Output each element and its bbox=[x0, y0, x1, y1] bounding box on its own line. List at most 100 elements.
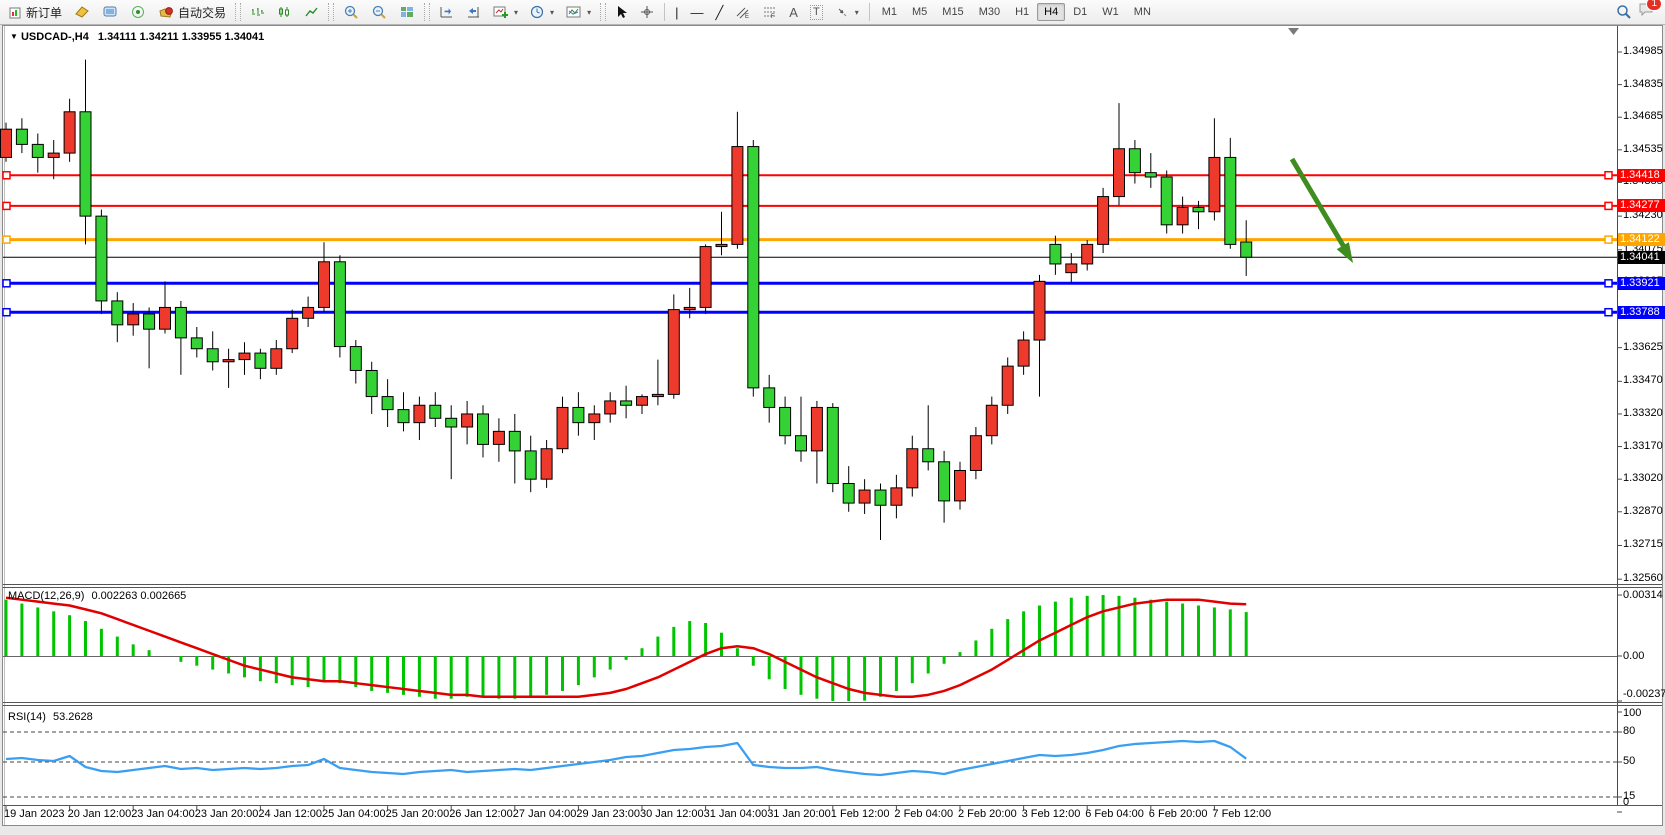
candle bbox=[556, 406, 569, 450]
price-tick-label: 1.32870 bbox=[1623, 504, 1663, 517]
price-line-badge: 1.34418 bbox=[1618, 168, 1665, 182]
timeframe-button-h4[interactable]: H4 bbox=[1037, 3, 1066, 21]
candle bbox=[1049, 243, 1062, 265]
timeframe-button-d1[interactable]: D1 bbox=[1073, 6, 1088, 18]
rsi-header: RSI(14) 53.2628 bbox=[8, 711, 93, 723]
toolbar-grip bbox=[328, 3, 335, 21]
market-watch-button[interactable] bbox=[97, 1, 123, 24]
date-tick-label: 31 Jan 04:00 bbox=[703, 808, 768, 820]
date-tick-label: 20 Jan 12:00 bbox=[67, 808, 132, 820]
candle bbox=[667, 309, 680, 395]
timeframe-button-m1[interactable]: M1 bbox=[881, 6, 897, 18]
dropdown-caret-icon: ▾ bbox=[550, 7, 555, 17]
history-center-button[interactable] bbox=[69, 1, 95, 24]
template-dropdown[interactable]: ▾ bbox=[561, 1, 596, 24]
vertical-line-tool[interactable]: | bbox=[670, 1, 683, 24]
price-tick-label: 1.33320 bbox=[1623, 406, 1663, 419]
channel-tool[interactable]: E bbox=[730, 1, 755, 24]
rsi-line bbox=[5, 739, 1247, 777]
candle bbox=[111, 300, 124, 326]
macd-name: MACD(12,26,9) bbox=[8, 590, 85, 602]
tile-windows-button[interactable] bbox=[394, 1, 420, 24]
timeframe-button-m15[interactable]: M15 bbox=[942, 6, 964, 18]
arrows-icon bbox=[838, 8, 847, 17]
new-order-button[interactable]: 新订单 bbox=[4, 1, 67, 24]
trendline-tool[interactable]: ╱ bbox=[710, 1, 728, 24]
timeframe-button-w1[interactable]: W1 bbox=[1102, 6, 1119, 18]
candle bbox=[1097, 196, 1110, 245]
auto-trading-button[interactable]: 自动交易 bbox=[153, 1, 231, 24]
candle bbox=[572, 406, 585, 424]
price-line-badge: 1.33788 bbox=[1618, 305, 1665, 319]
fibonacci-icon: F bbox=[764, 7, 776, 19]
candle bbox=[397, 409, 410, 424]
price-tick-label: 1.34835 bbox=[1623, 77, 1663, 90]
cursor-tool-button[interactable] bbox=[610, 1, 633, 24]
candle bbox=[31, 143, 44, 158]
svg-text:F: F bbox=[771, 14, 775, 19]
candle bbox=[445, 417, 458, 428]
auto-scroll-button[interactable] bbox=[434, 1, 459, 24]
search-icon[interactable] bbox=[1616, 4, 1632, 20]
rsi-tick-label: 50 bbox=[1623, 755, 1636, 767]
zoom-in-button[interactable] bbox=[338, 1, 364, 24]
arrows-tool-dropdown[interactable]: ▾ bbox=[830, 1, 864, 24]
candle bbox=[1065, 263, 1078, 274]
candle bbox=[826, 406, 839, 485]
collapse-triangle-icon[interactable]: ▼ bbox=[10, 32, 18, 41]
date-tick-label: 25 Jan 04:00 bbox=[322, 808, 386, 820]
candle bbox=[651, 393, 664, 398]
timeframe-group: M1 M5 M15 M30 H1 H4 D1 W1 MN bbox=[875, 3, 1158, 21]
dropdown-caret-icon: ▾ bbox=[587, 7, 592, 17]
price-line-badge: 1.34277 bbox=[1618, 199, 1665, 213]
candle bbox=[1033, 280, 1046, 341]
fibonacci-tool[interactable]: F bbox=[757, 1, 782, 24]
tile-windows-icon bbox=[401, 7, 414, 17]
new-chart-dropdown[interactable]: ▾ bbox=[488, 1, 523, 24]
horizontal-line-tool[interactable]: — bbox=[685, 1, 708, 24]
timeframe-button-m30[interactable]: M30 bbox=[978, 6, 1001, 18]
price-tick-label: 1.32560 bbox=[1623, 572, 1663, 585]
candle bbox=[810, 406, 823, 452]
candle bbox=[206, 348, 219, 363]
crosshair-icon bbox=[641, 6, 654, 18]
candle bbox=[127, 313, 140, 326]
chart-shift-marker bbox=[1288, 28, 1299, 35]
candle bbox=[429, 404, 442, 419]
candles bbox=[0, 59, 1253, 541]
notifications-button[interactable]: 1 bbox=[1638, 0, 1662, 22]
annotation-arrow[interactable] bbox=[1289, 157, 1347, 249]
terminal-monitor-icon bbox=[103, 6, 117, 17]
zoom-out-button[interactable] bbox=[366, 1, 392, 24]
candle bbox=[1113, 148, 1125, 198]
equidistant-channel-icon: E bbox=[736, 7, 749, 19]
bar-chart-mode-button[interactable] bbox=[245, 1, 270, 24]
candle bbox=[779, 406, 792, 437]
signals-button[interactable] bbox=[125, 1, 151, 24]
timeframe-button-mn[interactable]: MN bbox=[1133, 6, 1151, 18]
period-dropdown[interactable]: ▾ bbox=[525, 1, 559, 24]
macd-header: MACD(12,26,9) 0.002263 0.002665 bbox=[8, 590, 186, 602]
line-chart-mode-button[interactable] bbox=[299, 1, 324, 24]
symbol-label: USDCAD-,H4 bbox=[20, 31, 89, 43]
chart-shift-button[interactable] bbox=[461, 1, 486, 24]
candle bbox=[286, 317, 299, 350]
timeframe-button-m5[interactable]: M5 bbox=[912, 6, 928, 18]
candle bbox=[683, 306, 696, 311]
toolbar-grip bbox=[235, 3, 242, 21]
line-chart-icon bbox=[305, 7, 318, 17]
timeframe-button-h1[interactable]: H1 bbox=[1015, 6, 1030, 18]
candle-chart-mode-button[interactable] bbox=[272, 1, 297, 24]
crosshair-tool-button[interactable] bbox=[635, 1, 659, 24]
dropdown-caret-icon: ▾ bbox=[854, 7, 859, 17]
label-tool[interactable]: T bbox=[805, 1, 828, 24]
date-tick-label: 7 Feb 12:00 bbox=[1212, 808, 1272, 820]
candle bbox=[190, 337, 203, 350]
text-tool[interactable]: A bbox=[784, 1, 803, 24]
date-tick-label: 29 Jan 23:00 bbox=[576, 808, 641, 820]
candle bbox=[954, 469, 966, 502]
macd-signal-line bbox=[5, 596, 1247, 699]
date-tick-label: 25 Jan 20:00 bbox=[385, 808, 450, 820]
notification-badge: 1 bbox=[1646, 0, 1662, 11]
